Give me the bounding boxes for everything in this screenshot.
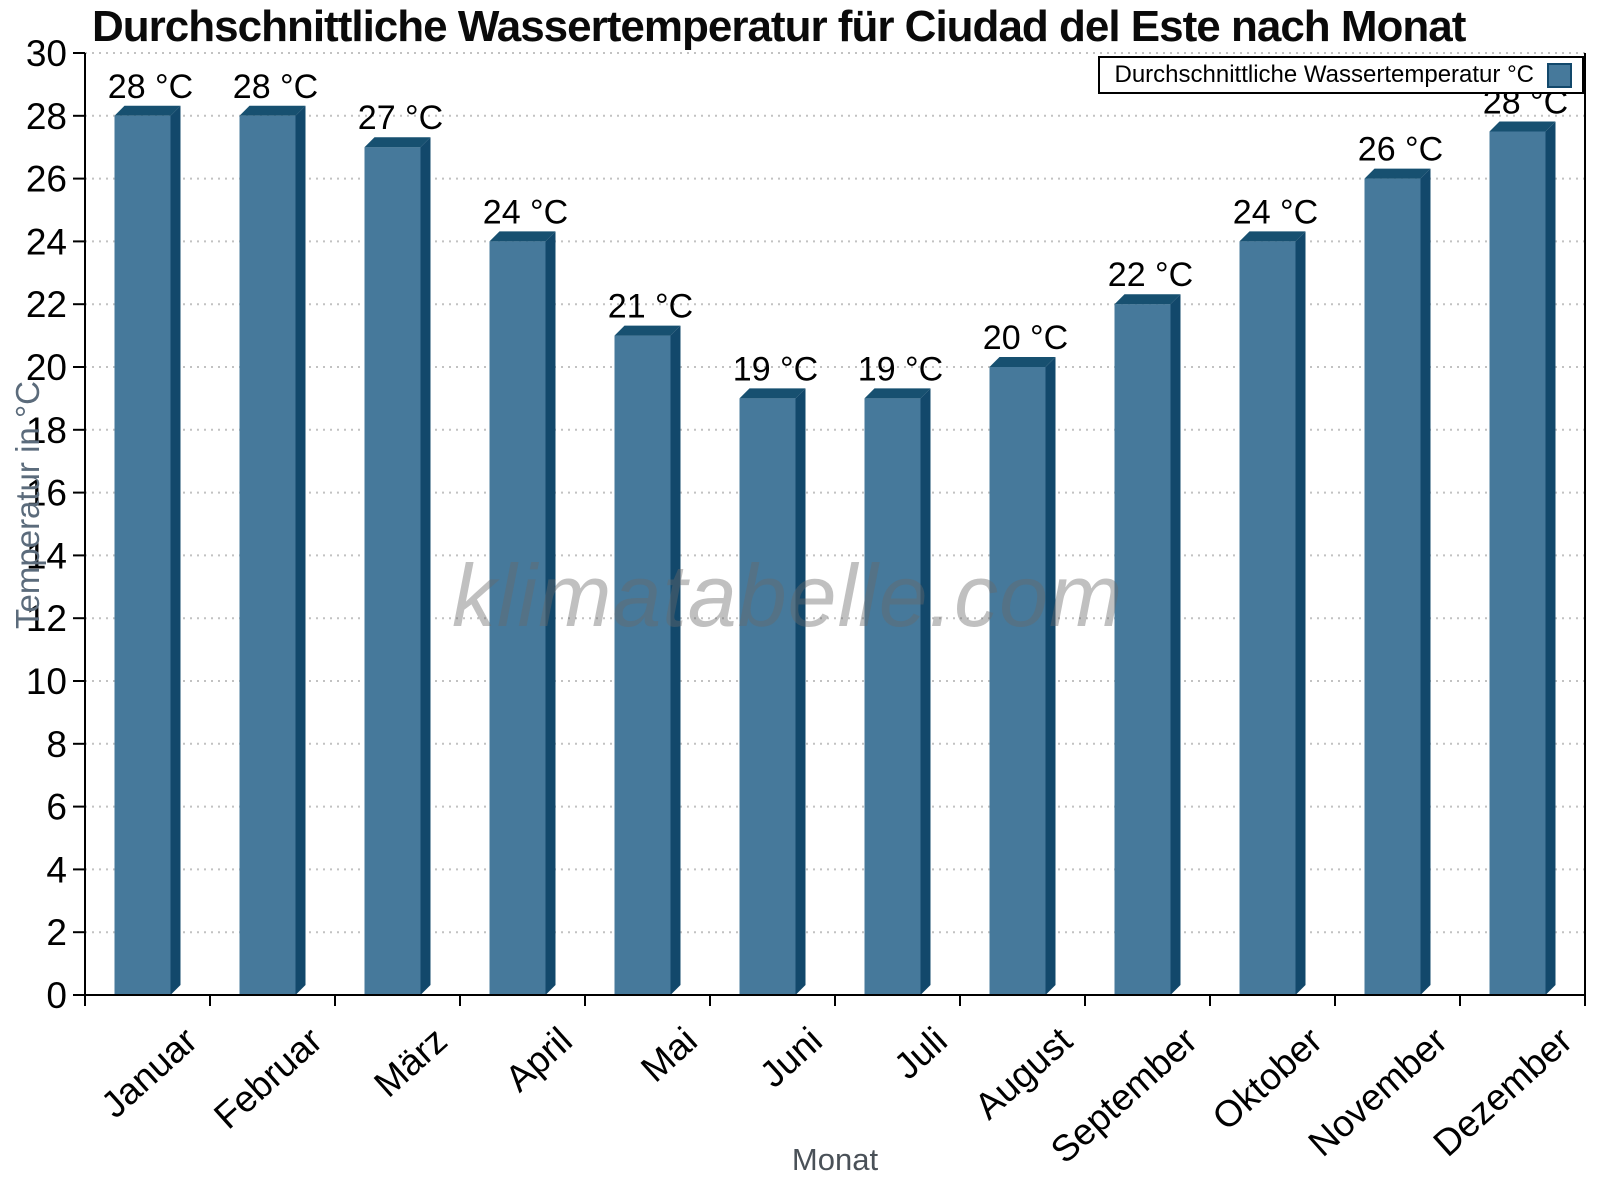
y-tick-label: 24 xyxy=(26,221,67,262)
bar xyxy=(239,115,296,996)
bar-side-face xyxy=(1545,121,1556,995)
y-tick-label: 4 xyxy=(46,849,67,890)
bar-side-face xyxy=(670,325,681,996)
x-tick-label: April xyxy=(497,1019,579,1099)
bar-side-face xyxy=(545,231,556,995)
x-tick-label: Januar xyxy=(93,1019,205,1125)
bar xyxy=(489,241,546,995)
x-tick-label: Juni xyxy=(752,1019,830,1095)
bar-top-face xyxy=(739,388,806,399)
y-tick-label: 16 xyxy=(26,473,67,514)
bar xyxy=(364,147,421,995)
bar xyxy=(739,398,796,995)
bar-top-face xyxy=(1489,121,1556,132)
bar-top-face xyxy=(114,105,181,116)
y-tick-label: 10 xyxy=(26,661,67,702)
bar-side-face xyxy=(1045,357,1056,995)
x-tick-label: Juli xyxy=(886,1019,955,1087)
bar-top-face xyxy=(364,137,431,148)
y-tick-label: 6 xyxy=(46,787,67,828)
x-tick-label: Februar xyxy=(206,1019,330,1136)
bar-side-face xyxy=(295,105,306,996)
y-tick-label: 14 xyxy=(26,535,67,576)
bar-value-label: 24 °C xyxy=(1233,193,1318,231)
bar-side-face xyxy=(1420,168,1431,996)
bar xyxy=(114,115,171,996)
x-axis-title: Monat xyxy=(791,1142,879,1177)
y-axis-title: Temperatur in °C xyxy=(9,381,46,629)
bar-top-face xyxy=(1364,168,1431,179)
bar-side-face xyxy=(170,105,181,996)
legend-swatch-icon xyxy=(1547,62,1572,88)
legend-label: Durchschnittliche Wassertemperatur °C xyxy=(1114,61,1534,88)
y-tick-label: 22 xyxy=(26,284,67,325)
x-tick-label: März xyxy=(366,1019,455,1104)
bar-value-label: 19 °C xyxy=(733,350,818,388)
bar-value-label: 19 °C xyxy=(858,350,943,388)
bar xyxy=(864,398,921,995)
x-tick-label: November xyxy=(1301,1019,1455,1164)
legend: Durchschnittliche Wassertemperatur °C xyxy=(1098,56,1584,94)
bar xyxy=(614,335,671,996)
y-tick-label: 18 xyxy=(26,410,67,451)
y-tick-label: 8 xyxy=(46,724,67,765)
y-tick-label: 12 xyxy=(26,598,67,639)
y-tick-label: 28 xyxy=(26,96,67,137)
chart-title: Durchschnittliche Wassertemperatur für C… xyxy=(92,2,1466,51)
bar xyxy=(1239,241,1296,995)
bar-side-face xyxy=(1295,231,1306,995)
y-tick-label: 2 xyxy=(46,912,67,953)
x-tick-label: Dezember xyxy=(1426,1019,1580,1164)
bar-value-label: 27 °C xyxy=(358,99,443,137)
x-tick-label: Mai xyxy=(633,1019,705,1089)
bar-top-face xyxy=(614,325,681,336)
bar-top-face xyxy=(864,388,931,399)
bar-value-label: 22 °C xyxy=(1108,256,1193,294)
bar-side-face xyxy=(420,137,431,995)
bar xyxy=(989,367,1046,995)
bar-side-face xyxy=(1170,294,1181,995)
y-tick-label: 30 xyxy=(26,33,67,74)
bar-side-face xyxy=(795,388,806,995)
bar-value-label: 26 °C xyxy=(1358,131,1443,169)
bar-top-face xyxy=(239,105,306,116)
x-tick-label: Oktober xyxy=(1205,1019,1330,1138)
bar-top-face xyxy=(989,357,1056,367)
bar xyxy=(1364,178,1421,996)
bar-value-label: 24 °C xyxy=(483,193,568,231)
bar-side-face xyxy=(920,388,931,995)
y-tick-label: 0 xyxy=(46,975,67,1016)
bar-top-face xyxy=(1114,294,1181,305)
bar xyxy=(1489,131,1546,995)
bar-value-label: 20 °C xyxy=(983,319,1068,357)
bar-top-face xyxy=(1239,231,1306,242)
bar-top-face xyxy=(489,231,556,242)
bar-value-label: 28 °C xyxy=(233,68,318,106)
bar-value-label: 28 °C xyxy=(108,68,193,106)
y-tick-label: 20 xyxy=(26,347,67,388)
bar-value-label: 21 °C xyxy=(608,288,693,326)
x-tick-label: August xyxy=(967,1019,1081,1127)
y-tick-label: 26 xyxy=(26,159,67,200)
bar xyxy=(1114,304,1171,995)
